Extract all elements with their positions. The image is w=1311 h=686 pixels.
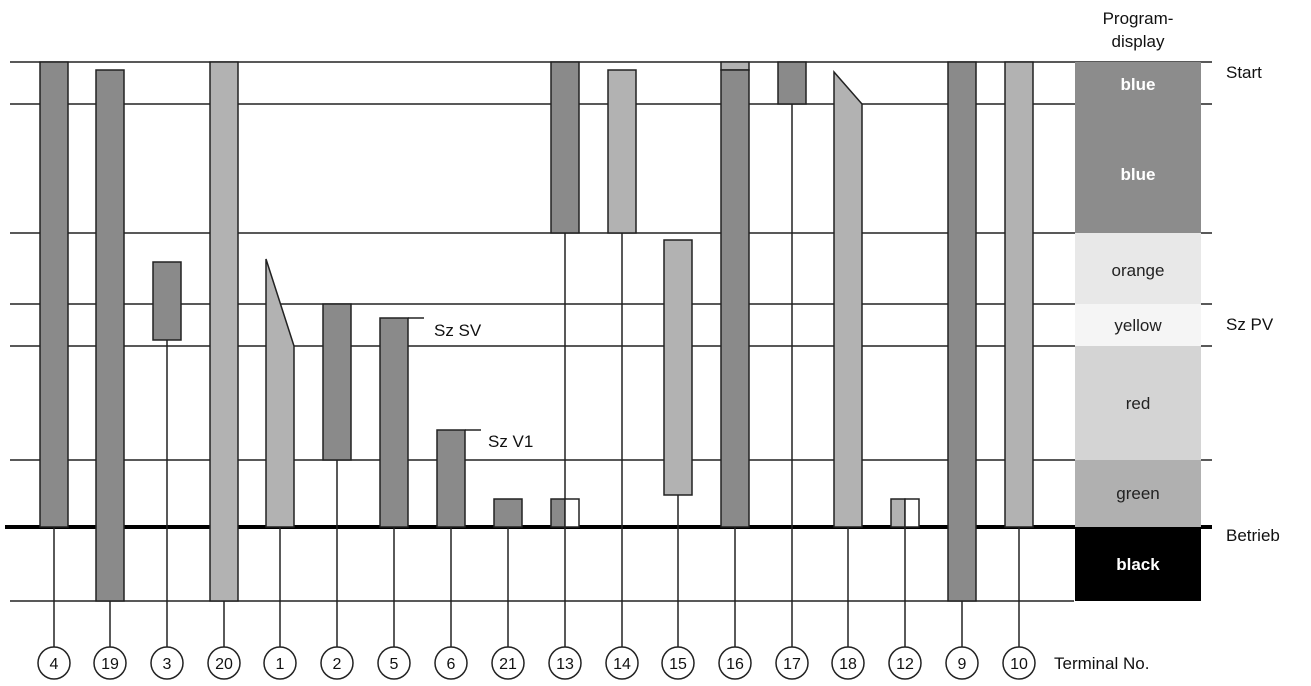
display-segment-green xyxy=(1075,460,1201,527)
terminal-number: 20 xyxy=(215,656,233,673)
display-segment-blue xyxy=(1075,104,1201,233)
terminal-2: 2 xyxy=(320,646,354,680)
betrieb-label: Betrieb xyxy=(1226,526,1280,545)
terminal-19: 19 xyxy=(93,646,127,680)
bar-terminal-10 xyxy=(1004,61,1034,528)
terminal-3: 3 xyxy=(150,646,184,680)
terminal-16: 16 xyxy=(718,646,752,680)
terminal-number: 13 xyxy=(556,656,574,673)
bar-terminal-2 xyxy=(322,303,352,461)
display-segment-red xyxy=(1075,346,1201,460)
display-label-green: green xyxy=(1116,484,1159,503)
bar-terminal-13-bottom-right xyxy=(564,498,580,528)
display-label-black: black xyxy=(1116,555,1160,574)
terminal-number: 4 xyxy=(50,656,59,673)
program-display-header-line1: Program- xyxy=(1103,9,1174,28)
terminal-18: 18 xyxy=(831,646,865,680)
terminal-21: 21 xyxy=(491,646,525,680)
terminal-number: 21 xyxy=(499,656,517,673)
terminal-4: 4 xyxy=(37,646,71,680)
terminal-stems xyxy=(53,104,1020,647)
terminal-9: 9 xyxy=(945,646,979,680)
terminal-number: 18 xyxy=(839,656,857,673)
bar-terminal-16-cap xyxy=(720,61,750,71)
program-display: blue blue orange yellow red green black xyxy=(1075,62,1201,601)
terminal-number: 12 xyxy=(896,656,914,673)
start-label: Start xyxy=(1226,63,1262,82)
terminal-number: 15 xyxy=(669,656,687,673)
terminal-number: 2 xyxy=(333,656,342,673)
display-label-orange: orange xyxy=(1112,261,1165,280)
bar-terminal-9 xyxy=(947,61,977,602)
terminal-number: 19 xyxy=(101,656,119,673)
display-label-blue: blue xyxy=(1121,165,1156,184)
sz-sv-label: Sz SV xyxy=(434,321,482,340)
terminal-number: 5 xyxy=(390,656,399,673)
bar-terminal-12-right xyxy=(904,498,920,528)
bar-terminal-13-bottom-left xyxy=(550,498,566,528)
terminal-number: 9 xyxy=(958,656,967,673)
terminal-20: 20 xyxy=(207,646,241,680)
terminal-12: 12 xyxy=(888,646,922,680)
sz-v1-label: Sz V1 xyxy=(488,432,533,451)
bar-terminal-17 xyxy=(777,61,807,105)
display-label-blue-start: blue xyxy=(1121,75,1156,94)
bar-terminal-4 xyxy=(39,61,69,528)
bar-terminal-5 xyxy=(379,317,409,528)
bar-terminal-14 xyxy=(607,69,637,234)
bar-terminal-3 xyxy=(152,261,182,341)
terminal-17: 17 xyxy=(775,646,809,680)
annotation-ticks xyxy=(408,317,481,431)
terminal-no-label: Terminal No. xyxy=(1054,654,1149,673)
bar-terminal-19 xyxy=(95,69,125,602)
bar-terminal-20 xyxy=(209,61,239,602)
terminal-5: 5 xyxy=(377,646,411,680)
terminal-1: 1 xyxy=(263,646,297,680)
sz-pv-label: Sz PV xyxy=(1226,315,1274,334)
display-label-red: red xyxy=(1126,394,1151,413)
bar-terminal-15 xyxy=(663,239,693,496)
bar-terminal-16 xyxy=(720,69,750,528)
display-segment-orange xyxy=(1075,233,1201,304)
terminal-14: 14 xyxy=(605,646,639,680)
bar-terminal-12-left xyxy=(890,498,906,528)
terminal-number: 3 xyxy=(163,656,172,673)
display-segment-blue-start xyxy=(1075,62,1201,104)
display-segment-yellow xyxy=(1075,304,1201,346)
program-display-header-line2: display xyxy=(1112,32,1165,51)
bar-terminal-18 xyxy=(833,70,863,528)
bars xyxy=(39,61,1034,602)
bar-terminal-21 xyxy=(493,498,523,528)
terminal-number: 1 xyxy=(276,656,285,673)
terminal-number: 17 xyxy=(783,656,801,673)
terminal-circles: 4 19 3 20 1 2 5 6 21 13 14 15 16 17 18 1… xyxy=(37,646,1036,680)
terminal-number: 6 xyxy=(447,656,456,673)
terminal-number: 16 xyxy=(726,656,744,673)
display-label-yellow: yellow xyxy=(1114,316,1162,335)
terminal-15: 15 xyxy=(661,646,695,680)
terminal-number: 10 xyxy=(1010,656,1028,673)
bar-terminal-1 xyxy=(265,258,295,528)
terminal-6: 6 xyxy=(434,646,468,680)
terminal-13: 13 xyxy=(548,646,582,680)
terminal-10: 10 xyxy=(1002,646,1036,680)
bar-terminal-6 xyxy=(436,429,466,528)
bar-terminal-13-top xyxy=(550,61,580,234)
display-segment-black xyxy=(1075,527,1201,601)
terminal-number: 14 xyxy=(613,656,631,673)
